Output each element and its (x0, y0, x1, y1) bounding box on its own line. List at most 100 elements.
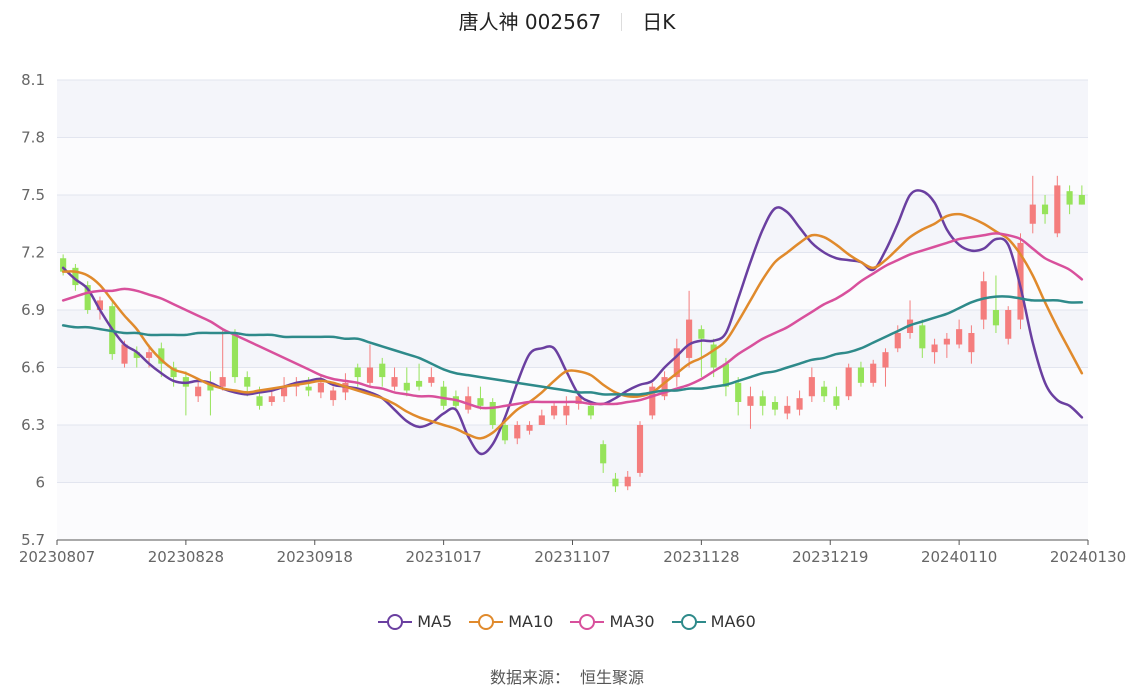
y-tick-label: 7.2 (21, 244, 45, 262)
candle-body (857, 367, 865, 383)
candle-body (60, 258, 67, 272)
candle-body (1078, 195, 1085, 205)
source-label: 数据来源： (489, 668, 570, 687)
candle-body (366, 367, 374, 383)
x-tick-label: 20231128 (663, 548, 739, 566)
y-tick-label: 8.1 (21, 71, 45, 89)
candle-body (244, 377, 251, 387)
legend-ma60[interactable]: MA60 (671, 612, 756, 631)
x-tick-label: 20240130 (1050, 548, 1126, 566)
chart-title: 唐人神 002567 日K (0, 6, 1134, 35)
candle-body (219, 377, 226, 387)
candle-body (882, 352, 889, 368)
candle-body (575, 396, 582, 404)
candle-body (526, 425, 533, 431)
candle-body (403, 382, 410, 391)
candle-body (710, 344, 717, 368)
x-tick-label: 20231017 (405, 548, 481, 566)
candle-body (600, 444, 607, 464)
candle-body (1005, 310, 1012, 339)
x-tick-label: 20240110 (921, 548, 997, 566)
candle-body (919, 325, 926, 349)
candle-body (992, 310, 1000, 326)
candle-body (894, 333, 901, 349)
candle-body (428, 377, 435, 383)
candle-body (759, 396, 766, 406)
ma5-legend-icon (378, 613, 413, 630)
candle-body (317, 382, 324, 393)
candle-body (784, 405, 791, 414)
candle-body (121, 344, 128, 364)
candle-body (72, 267, 79, 286)
candle-body (170, 367, 177, 378)
candle-body (870, 363, 877, 383)
candle-body (956, 329, 963, 345)
candle-body (661, 377, 668, 397)
y-tick-label: 6.6 (21, 359, 45, 377)
candle-body (195, 386, 202, 397)
ma60-legend-icon (671, 613, 706, 630)
candle-body (649, 386, 656, 416)
y-tick-label: 5.7 (21, 531, 45, 549)
data-source: 数据来源： 恒生聚源 (0, 664, 1134, 688)
candle-body (231, 333, 239, 378)
x-tick-label: 20231219 (792, 548, 868, 566)
candle-body (145, 352, 153, 358)
title-separator (621, 13, 623, 31)
plot-band (57, 482, 1088, 540)
candle-body (440, 386, 447, 406)
legend-label-ma30: MA30 (609, 612, 655, 631)
candle-body (1029, 204, 1036, 224)
candle-body (1017, 242, 1024, 320)
candle-body (833, 396, 840, 406)
candle-body (587, 405, 594, 416)
candle-body (330, 390, 337, 401)
candle-body (158, 348, 165, 364)
candle-body (673, 348, 680, 378)
legend: MA5 MA10 MA30 MA60 (0, 612, 1134, 634)
candle-body (771, 402, 779, 410)
candle-body (636, 425, 644, 473)
candle-body (305, 386, 312, 391)
candle-body (1066, 191, 1073, 205)
period-label: 日K (642, 10, 676, 34)
candle-body (612, 478, 619, 487)
candle-body (821, 386, 828, 397)
candle-body (563, 405, 570, 416)
candle-body (698, 329, 705, 339)
candle-body (1041, 204, 1049, 215)
candle-body (735, 382, 742, 402)
candle-body (133, 352, 140, 358)
plot-band (57, 137, 1088, 195)
plot-band (57, 425, 1088, 483)
ma30-legend-icon (570, 613, 605, 630)
x-tick-label: 20230918 (277, 548, 353, 566)
candle-body (980, 281, 987, 320)
legend-ma10[interactable]: MA10 (469, 612, 553, 631)
series-line-ma30 (61, 232, 1084, 410)
candle-body (808, 377, 815, 397)
candle-body (416, 380, 423, 387)
candle-body (943, 338, 950, 345)
plot-band (57, 367, 1088, 425)
legend-ma5[interactable]: MA5 (378, 612, 452, 631)
legend-ma30[interactable]: MA30 (570, 612, 655, 631)
ma10-legend-icon (469, 613, 504, 630)
x-tick-label: 20230807 (19, 548, 95, 566)
legend-label-ma5: MA5 (417, 612, 453, 631)
candle-body (538, 415, 545, 425)
plot-band (57, 310, 1088, 368)
source-name: 恒生聚源 (580, 668, 645, 687)
candle-body (84, 285, 91, 310)
candle-body (96, 300, 104, 310)
candle-body (477, 398, 484, 406)
candle-body (1054, 185, 1061, 234)
candle-body (968, 333, 975, 353)
candle-body (931, 344, 938, 353)
series-line-ma5 (61, 189, 1084, 456)
y-tick-label: 6 (35, 474, 45, 492)
candle-body (391, 377, 398, 387)
candle-body (489, 402, 496, 425)
plot-band (57, 252, 1088, 310)
